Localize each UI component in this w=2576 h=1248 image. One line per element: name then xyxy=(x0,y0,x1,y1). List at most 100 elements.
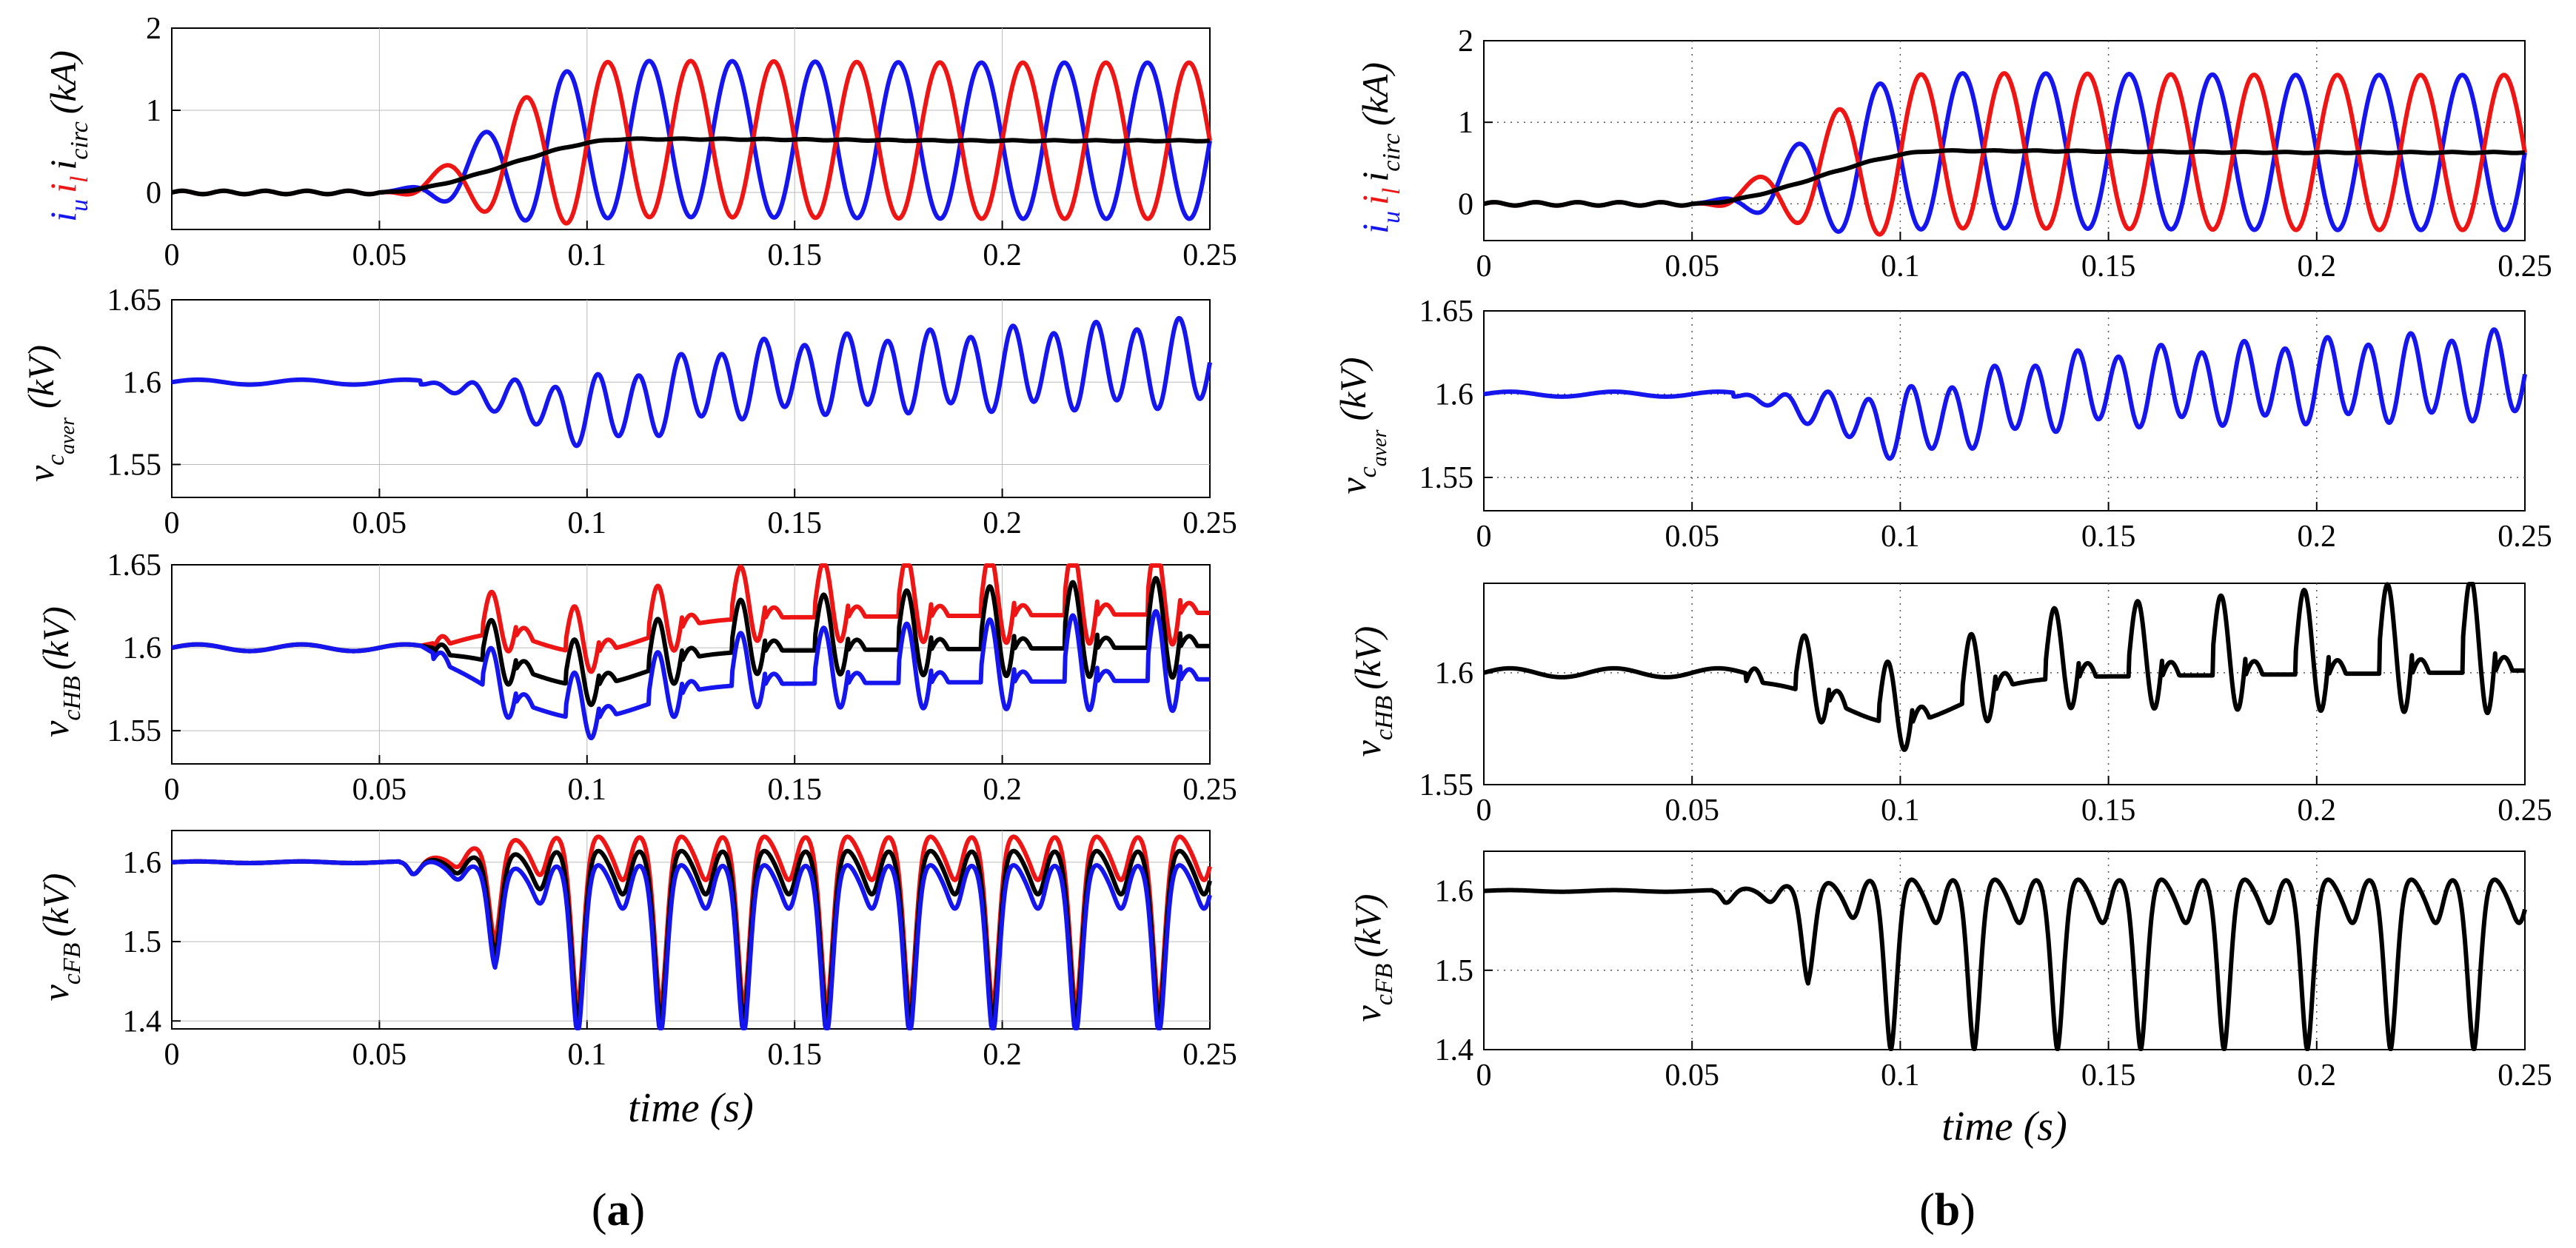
x-tick-label: 0.2 xyxy=(983,238,1022,272)
x-tick-label: 0.2 xyxy=(983,506,1022,540)
chart-b-row1: 0 0.05 0.1 0.15 0.2 0.25 0 1 2 iuilicirc(kA) xyxy=(1354,24,2552,284)
y-tick-label: 1.4 xyxy=(123,1004,162,1039)
y-tick-label: 1.6 xyxy=(1435,657,1474,691)
x-tick-label: 0.1 xyxy=(1881,1059,1920,1093)
x-tick-label: 0.15 xyxy=(2081,520,2136,554)
y-axis-label: vcaver(kV) xyxy=(1332,357,1391,494)
x-tick-label: 0.2 xyxy=(2298,1059,2337,1093)
y-axis-label: vcFB(kV) xyxy=(1347,894,1398,1022)
y-tick-label: 1.6 xyxy=(123,846,162,880)
series-v_chb xyxy=(1482,582,2526,752)
x-tick-label: 0.15 xyxy=(767,1038,822,1072)
x-tick-label: 0.1 xyxy=(568,506,607,540)
y-tick-label: 1.6 xyxy=(123,366,162,400)
x-tick-label: 0 xyxy=(1476,520,1492,554)
y-axis-label: vcHB(kV) xyxy=(1347,626,1398,757)
series-i-circ xyxy=(1482,148,2526,208)
series-v_cfb xyxy=(1482,877,2527,1051)
plot-frame xyxy=(171,299,1211,498)
y-tick-label: 1.5 xyxy=(123,925,162,959)
y-tick-label: 0 xyxy=(146,176,161,210)
x-tick-label: 0.25 xyxy=(2498,249,2552,284)
y-tick-label: 1.6 xyxy=(1435,875,1474,909)
y-tick-label: 1.65 xyxy=(107,548,162,583)
x-tick-label: 0.25 xyxy=(2498,520,2552,554)
panel-label-a: (a) xyxy=(592,1185,645,1235)
x-tick-label: 0 xyxy=(164,1038,180,1072)
y-tick-label: 1.55 xyxy=(1419,461,1474,495)
x-tick-label: 0.05 xyxy=(352,1038,407,1072)
x-tick-label: 0.25 xyxy=(1182,773,1237,807)
series-i-circ xyxy=(170,136,1211,197)
y-axis-label: iuilicirc(kA) xyxy=(42,50,93,222)
y-tick-label: 1.55 xyxy=(107,449,162,483)
x-tick-label: 0.05 xyxy=(352,773,407,807)
y-axis-label: vcaver(kV) xyxy=(20,345,79,482)
x-tick-label: 0.05 xyxy=(352,238,407,272)
y-tick-label: 2 xyxy=(146,12,161,46)
x-tick-label: 0.15 xyxy=(767,773,822,807)
chart-a-row2: 0 0.05 0.1 0.15 0.2 0.25 1.55 1.6 1.65 vcaver(kV) xyxy=(20,284,1237,540)
x-axis-label-b: time (s) xyxy=(1941,1104,2067,1150)
x-tick-label: 0.1 xyxy=(568,1038,607,1072)
y-tick-label: 1.55 xyxy=(1419,768,1474,802)
x-tick-label: 0.15 xyxy=(2081,794,2136,828)
y-tick-label: 1 xyxy=(1458,106,1473,140)
x-tick-label: 0.2 xyxy=(983,773,1022,807)
x-tick-label: 0.05 xyxy=(1665,1059,1719,1093)
y-tick-label: 1.5 xyxy=(1435,954,1474,988)
y-axis-label: iuilicirc(kA) xyxy=(1354,62,1405,234)
plot-frame xyxy=(171,564,1211,765)
y-tick-label: 1.6 xyxy=(123,631,162,665)
x-tick-label: 0.1 xyxy=(568,238,607,272)
x-tick-label: 0.05 xyxy=(1665,249,1719,284)
x-tick-label: 0.1 xyxy=(1881,794,1920,828)
chart-a-row4: 0 0.05 0.1 0.15 0.2 0.25 1.4 1.5 1.6 vcFB(kV) xyxy=(35,830,1237,1072)
chart-b-row4: 0 0.05 0.1 0.15 0.2 0.25 1.4 1.5 1.6 vcFB(kV) xyxy=(1347,851,2552,1093)
x-tick-label: 0 xyxy=(1476,794,1492,828)
x-tick-label: 0.25 xyxy=(1182,506,1237,540)
x-tick-label: 0.15 xyxy=(767,238,822,272)
x-tick-label: 0.25 xyxy=(1182,238,1237,272)
y-tick-label: 1.4 xyxy=(1435,1033,1474,1067)
x-tick-label: 0.15 xyxy=(2081,1059,2136,1093)
y-tick-label: 1.65 xyxy=(107,284,162,318)
y-axis-label: vcHB(kV) xyxy=(35,606,86,737)
y-tick-label: 2 xyxy=(1458,24,1473,58)
series-v_chb-min xyxy=(170,608,1211,741)
plot-frame xyxy=(1483,310,2526,511)
x-tick-label: 0.25 xyxy=(2498,1059,2552,1093)
series-v-c-aver xyxy=(1482,327,2527,461)
x-tick-label: 0.1 xyxy=(1881,249,1920,284)
x-tick-label: 0.2 xyxy=(2298,249,2337,284)
x-tick-label: 0 xyxy=(1476,1059,1492,1093)
x-tick-label: 0 xyxy=(164,238,180,272)
x-tick-label: 0.05 xyxy=(1665,520,1719,554)
plot-frame xyxy=(1483,583,2526,785)
chart-a-row1: 0 0.05 0.1 0.15 0.2 0.25 0 1 2 iuilicirc(kA) xyxy=(42,12,1237,272)
chart-b-row3: 0 0.05 0.1 0.15 0.2 0.25 1.55 1.6 vcHB(kV) xyxy=(1347,582,2552,828)
y-tick-label: 1.6 xyxy=(1435,378,1474,412)
x-tick-label: 0.05 xyxy=(1665,794,1719,828)
x-tick-label: 0 xyxy=(1476,249,1492,284)
x-tick-label: 0.1 xyxy=(568,773,607,807)
x-tick-label: 0.15 xyxy=(767,506,822,540)
x-tick-label: 0 xyxy=(164,773,180,807)
x-tick-label: 0.1 xyxy=(1881,520,1920,554)
y-tick-label: 1.65 xyxy=(1419,295,1474,329)
y-tick-label: 1 xyxy=(146,94,161,128)
y-axis-label: vcFB(kV) xyxy=(35,873,86,1002)
x-tick-label: 0.25 xyxy=(1182,1038,1237,1072)
x-tick-label: 0.25 xyxy=(2498,794,2552,828)
series-v-c-aver xyxy=(170,315,1212,449)
panel-label-b: (b) xyxy=(1919,1185,1976,1235)
x-tick-label: 0.15 xyxy=(2081,249,2136,284)
y-tick-label: 1.55 xyxy=(107,714,162,748)
x-tick-label: 0 xyxy=(164,506,180,540)
x-tick-label: 0.2 xyxy=(2298,794,2337,828)
chart-a-row3: 0 0.05 0.1 0.15 0.2 0.25 1.55 1.6 1.65 vcHB(kV) xyxy=(35,548,1237,807)
x-tick-label: 0.2 xyxy=(2298,520,2337,554)
chart-b-row2: 0 0.05 0.1 0.15 0.2 0.25 1.55 1.6 1.65 vcaver(kV) xyxy=(1332,295,2552,554)
plot-frame xyxy=(1483,851,2526,1050)
